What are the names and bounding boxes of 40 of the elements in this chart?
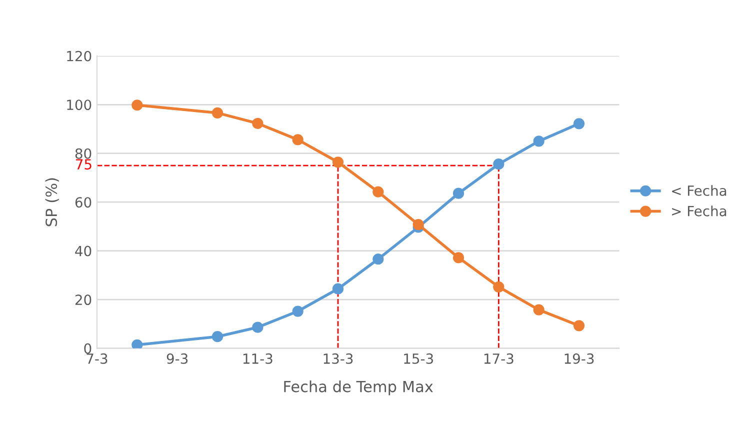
point <box>412 218 424 230</box>
x-tick-label: 13-3 <box>324 353 353 364</box>
x-tick-label: 9-3 <box>166 353 188 364</box>
point <box>132 100 143 111</box>
x-tick-label: 17-3 <box>484 353 514 364</box>
point <box>533 136 544 147</box>
point <box>252 322 264 333</box>
point <box>533 304 544 316</box>
point <box>452 252 464 264</box>
point <box>332 283 344 294</box>
x-tick-label: 15-3 <box>404 353 433 364</box>
y-tick-label: 60 <box>75 197 92 208</box>
y-tick-label: 100 <box>67 100 92 110</box>
legend-label: < Fecha <box>672 185 726 196</box>
point <box>212 331 224 342</box>
point <box>372 186 384 198</box>
x-tick-label: 7-3 <box>86 353 108 364</box>
y-tick-label: 120 <box>67 50 92 62</box>
point <box>493 158 504 170</box>
y-axis-title: SP (%) <box>45 178 59 226</box>
point <box>493 281 504 292</box>
point <box>292 134 304 146</box>
point <box>292 306 304 317</box>
y-tick-label: 20 <box>75 294 92 306</box>
point <box>212 107 224 118</box>
y-tick-label: 0 <box>84 343 92 354</box>
x-axis-title: Fecha de Temp Max <box>284 380 433 396</box>
point <box>332 156 344 168</box>
point <box>452 188 464 199</box>
y-tick-label: 40 <box>75 246 92 256</box>
point <box>573 118 585 130</box>
point <box>252 118 264 129</box>
point <box>573 320 585 332</box>
point <box>372 254 384 265</box>
x-tick-label: 19-3 <box>564 353 594 364</box>
legend-label: > Fecha <box>672 206 726 216</box>
x-tick-label: 11-3 <box>243 353 272 364</box>
y-tick-label: 80 <box>75 148 92 159</box>
point <box>132 339 143 348</box>
ref-line-label: 75 <box>76 159 92 170</box>
